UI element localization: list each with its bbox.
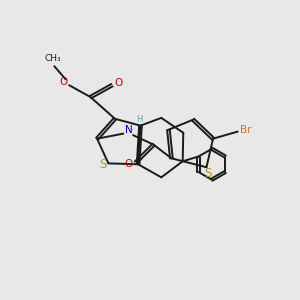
Text: O: O xyxy=(59,76,67,87)
Text: CH₃: CH₃ xyxy=(44,54,61,63)
Text: S: S xyxy=(99,158,106,171)
Text: Br: Br xyxy=(240,125,252,135)
Text: S: S xyxy=(204,167,211,180)
Text: O: O xyxy=(124,159,133,169)
Text: N: N xyxy=(125,125,133,135)
Text: O: O xyxy=(114,78,123,88)
Text: H: H xyxy=(136,115,142,124)
